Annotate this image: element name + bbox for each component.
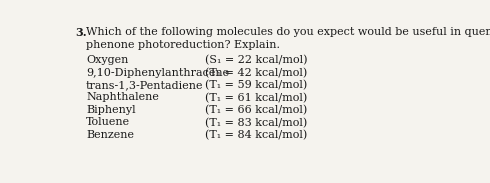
Text: 9,10-Diphenylanthracene: 9,10-Diphenylanthracene bbox=[86, 68, 229, 78]
Text: (T₁ = 84 kcal/mol): (T₁ = 84 kcal/mol) bbox=[205, 130, 307, 140]
Text: Oxygen: Oxygen bbox=[86, 55, 128, 65]
Text: Which of the following molecules do you expect would be useful in quenching benz: Which of the following molecules do you … bbox=[86, 27, 490, 37]
Text: (S₁ = 22 kcal/mol): (S₁ = 22 kcal/mol) bbox=[205, 55, 307, 65]
Text: (T₁ = 66 kcal/mol): (T₁ = 66 kcal/mol) bbox=[205, 105, 307, 115]
Text: (T₁ = 83 kcal/mol): (T₁ = 83 kcal/mol) bbox=[205, 117, 307, 128]
Text: (T₁ = 59 kcal/mol): (T₁ = 59 kcal/mol) bbox=[205, 80, 307, 90]
Text: Biphenyl: Biphenyl bbox=[86, 105, 136, 115]
Text: (T₁ = 42 kcal/mol): (T₁ = 42 kcal/mol) bbox=[205, 68, 307, 78]
Text: phenone photoreduction? Explain.: phenone photoreduction? Explain. bbox=[86, 40, 280, 50]
Text: Naphthalene: Naphthalene bbox=[86, 92, 159, 102]
Text: trans-1,3-Pentadiene: trans-1,3-Pentadiene bbox=[86, 80, 203, 90]
Text: (T₁ = 61 kcal/mol): (T₁ = 61 kcal/mol) bbox=[205, 92, 307, 103]
Text: 3.: 3. bbox=[75, 27, 87, 38]
Text: Benzene: Benzene bbox=[86, 130, 134, 140]
Text: Toluene: Toluene bbox=[86, 117, 130, 127]
